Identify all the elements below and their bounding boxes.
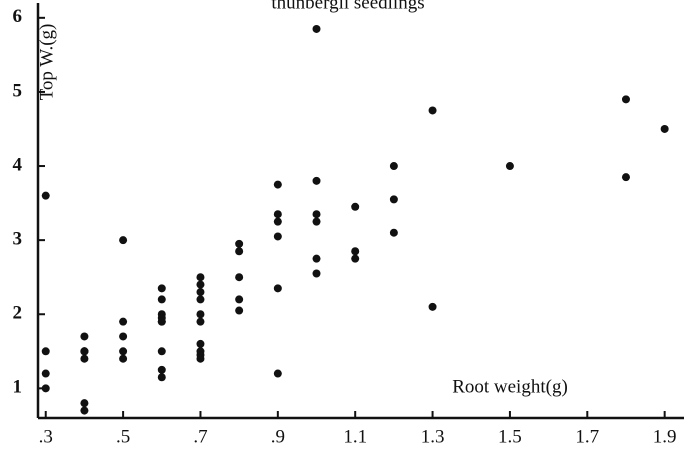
point [196, 295, 205, 304]
point [157, 284, 166, 293]
point [660, 124, 669, 133]
point [196, 288, 205, 297]
chart-title: thunbergii seedlings [271, 0, 424, 13]
point [196, 273, 205, 282]
x-tick-label: .7 [193, 426, 207, 447]
point [273, 232, 282, 241]
point [235, 239, 244, 248]
point [235, 273, 244, 282]
x-tick-label: 1.7 [575, 426, 599, 447]
x-tick-label: 1.3 [421, 426, 445, 447]
point [41, 347, 50, 356]
point [428, 302, 437, 311]
point [119, 354, 128, 363]
point [621, 95, 630, 104]
y-axis-label: Top W.(g) [36, 24, 57, 101]
point [273, 180, 282, 189]
point [119, 317, 128, 326]
point [273, 217, 282, 226]
y-tick-label: 4 [13, 154, 23, 175]
x-axis-label: Root weight(g) [452, 376, 568, 397]
point [312, 254, 321, 263]
x-tick-label: 1.1 [343, 426, 367, 447]
point [312, 269, 321, 278]
x-tick-label: .5 [116, 426, 130, 447]
y-tick-label: 2 [13, 303, 23, 324]
point [196, 280, 205, 289]
point [505, 162, 514, 171]
point [235, 295, 244, 304]
point [41, 384, 50, 393]
point [273, 210, 282, 219]
point [157, 347, 166, 356]
y-tick-label: 6 [13, 6, 23, 27]
x-tick-label: 1.5 [498, 426, 522, 447]
point [273, 369, 282, 378]
point [621, 173, 630, 182]
y-tick-label: 5 [13, 80, 23, 101]
x-tick-label: .9 [271, 426, 285, 447]
point [389, 228, 398, 237]
point [196, 317, 205, 326]
point [80, 347, 89, 356]
point [157, 317, 166, 326]
point [119, 332, 128, 341]
point [196, 339, 205, 348]
x-tick-label: .3 [39, 426, 53, 447]
point [80, 406, 89, 415]
point [41, 369, 50, 378]
point [312, 176, 321, 185]
point [351, 202, 360, 211]
point [80, 332, 89, 341]
point [157, 373, 166, 382]
point [80, 399, 89, 408]
point [235, 247, 244, 256]
point [119, 347, 128, 356]
point [157, 295, 166, 304]
y-tick-label: 1 [13, 377, 23, 398]
point [196, 310, 205, 319]
point [428, 106, 437, 115]
y-tick-label: 3 [13, 229, 23, 250]
point [312, 24, 321, 33]
point [351, 254, 360, 263]
point [389, 162, 398, 171]
point [389, 195, 398, 204]
point [80, 354, 89, 363]
point [119, 236, 128, 245]
x-tick-label: 1.9 [653, 426, 677, 447]
point [157, 365, 166, 374]
point [235, 306, 244, 315]
point [351, 247, 360, 256]
point [41, 191, 50, 200]
point [312, 210, 321, 219]
point [273, 284, 282, 293]
point [196, 354, 205, 363]
point [312, 217, 321, 226]
